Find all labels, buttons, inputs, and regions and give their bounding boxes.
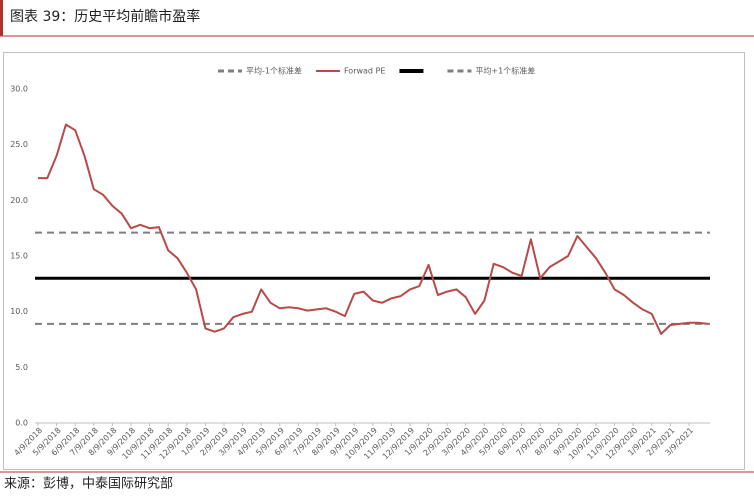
y-tick-label: 15.0: [10, 252, 28, 261]
chart-frame: [3, 52, 745, 470]
legend-label: Forwad PE: [344, 67, 385, 76]
y-tick-label: 10.0: [10, 307, 28, 316]
pe-line: [38, 123, 708, 335]
title: 图表 39：历史平均前瞻市盈率: [10, 8, 200, 25]
y-tick-label: 5.0: [15, 363, 28, 372]
title-bar: [0, 0, 3, 36]
legend-label: 平均+1个标准差: [475, 66, 535, 76]
source: 来源：彭博，中泰国际研究部: [4, 477, 173, 492]
legend-label: 平均-1个标准差: [246, 66, 302, 76]
y-tick-label: 30.0: [10, 85, 28, 94]
y-tick-label: 25.0: [10, 140, 28, 149]
y-tick-label: 20.0: [10, 196, 28, 205]
y-tick-label: 0.0: [15, 419, 28, 428]
